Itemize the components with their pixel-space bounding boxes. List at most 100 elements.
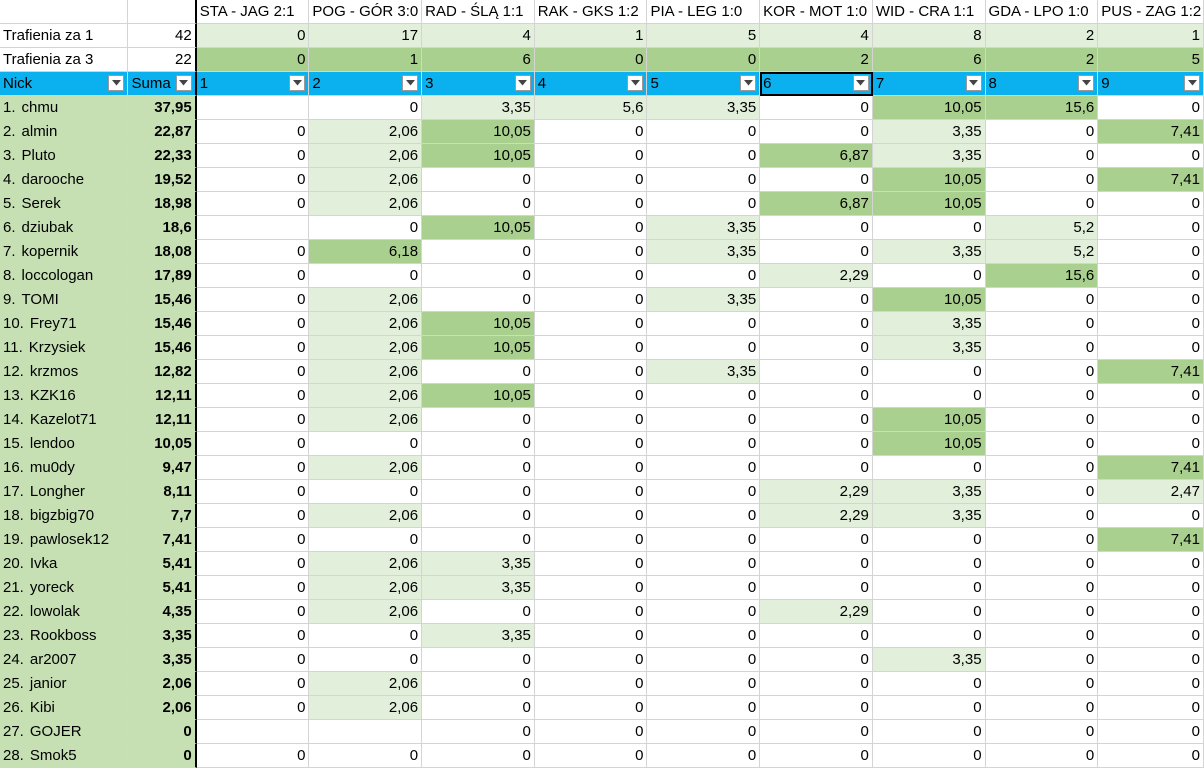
score-cell[interactable]: 0	[534, 384, 648, 408]
score-cell[interactable]: 0	[872, 576, 986, 600]
score-cell[interactable]: 0	[1098, 624, 1204, 648]
score-cell[interactable]: 0	[196, 672, 310, 696]
player-nick[interactable]: 7. kopernik	[0, 240, 129, 264]
score-cell[interactable]: 10,05	[422, 312, 535, 336]
score-cell[interactable]: 0	[1098, 408, 1204, 432]
score-cell[interactable]: 7,41	[1098, 168, 1204, 192]
score-cell[interactable]: 0	[647, 168, 761, 192]
score-cell[interactable]: 10,05	[422, 144, 535, 168]
player-nick[interactable]: 20. Ivka	[0, 552, 129, 576]
player-nick[interactable]: 9. TOMI	[0, 288, 129, 312]
score-cell[interactable]: 0	[196, 360, 310, 384]
player-nick[interactable]: 8. loccologan	[0, 264, 129, 288]
player-nick[interactable]: 23. Rookboss	[0, 624, 129, 648]
score-cell[interactable]: 0	[760, 456, 873, 480]
score-cell[interactable]: 0	[1098, 96, 1204, 120]
score-cell[interactable]: 0	[534, 288, 648, 312]
score-cell[interactable]: 0	[422, 432, 535, 456]
score-cell[interactable]: 0	[534, 168, 648, 192]
player-nick[interactable]: 15. lendoo	[0, 432, 129, 456]
stat-value[interactable]: 1	[309, 48, 423, 72]
score-cell[interactable]: 0	[647, 600, 761, 624]
score-cell[interactable]: 0	[196, 576, 310, 600]
score-cell[interactable]: 0	[1098, 336, 1204, 360]
score-cell[interactable]: 3,35	[647, 96, 761, 120]
stat-value[interactable]: 2	[760, 48, 873, 72]
score-cell[interactable]: 10,05	[872, 288, 986, 312]
score-cell[interactable]: 0	[760, 216, 873, 240]
score-cell[interactable]: 2,06	[309, 456, 423, 480]
score-cell[interactable]: 6,87	[760, 144, 873, 168]
score-cell[interactable]: 5,6	[534, 96, 648, 120]
score-cell[interactable]: 0	[1098, 432, 1204, 456]
score-cell[interactable]: 0	[872, 216, 986, 240]
score-cell[interactable]: 0	[985, 744, 1099, 768]
player-nick[interactable]: 6. dziubak	[0, 216, 129, 240]
score-cell[interactable]: 0	[985, 144, 1099, 168]
score-cell[interactable]: 0	[872, 696, 986, 720]
score-cell[interactable]: 2,06	[309, 192, 423, 216]
score-cell[interactable]: 2,06	[309, 672, 423, 696]
score-cell[interactable]: 3,35	[422, 624, 535, 648]
score-cell[interactable]: 2,06	[309, 144, 423, 168]
score-cell[interactable]: 0	[422, 288, 535, 312]
player-sum[interactable]: 15,46	[128, 288, 197, 312]
score-cell[interactable]: 0	[1098, 744, 1204, 768]
score-cell[interactable]: 3,35	[872, 120, 986, 144]
score-cell[interactable]: 0	[422, 528, 535, 552]
score-cell[interactable]: 0	[760, 528, 873, 552]
score-cell[interactable]: 0	[422, 696, 535, 720]
score-cell[interactable]: 0	[1098, 192, 1204, 216]
player-sum[interactable]: 5,41	[128, 576, 197, 600]
score-cell[interactable]: 0	[760, 360, 873, 384]
player-nick[interactable]: 4. darooche	[0, 168, 129, 192]
score-cell[interactable]: 0	[422, 672, 535, 696]
score-cell[interactable]: 0	[534, 336, 648, 360]
player-sum[interactable]: 19,52	[128, 168, 197, 192]
score-cell[interactable]: 2,06	[309, 696, 423, 720]
player-sum[interactable]: 10,05	[128, 432, 197, 456]
score-cell[interactable]: 3,35	[422, 96, 535, 120]
score-cell[interactable]: 3,35	[872, 312, 986, 336]
score-cell[interactable]: 10,05	[422, 120, 535, 144]
score-cell[interactable]: 3,35	[647, 288, 761, 312]
score-cell[interactable]: 0	[985, 480, 1099, 504]
score-cell[interactable]: 0	[647, 432, 761, 456]
score-cell[interactable]: 6,87	[760, 192, 873, 216]
player-nick[interactable]: 18. bigzbig70	[0, 504, 129, 528]
score-cell[interactable]: 0	[1098, 600, 1204, 624]
player-sum[interactable]: 2,06	[128, 672, 197, 696]
score-cell[interactable]: 0	[1098, 504, 1204, 528]
filter-dropdown-icon[interactable]	[514, 75, 531, 91]
player-sum[interactable]: 8,11	[128, 480, 197, 504]
stat-value[interactable]: 17	[309, 24, 423, 48]
stat-value[interactable]: 2	[985, 48, 1099, 72]
score-cell[interactable]: 0	[534, 120, 648, 144]
player-sum[interactable]: 0	[128, 720, 197, 744]
score-cell[interactable]: 0	[1098, 240, 1204, 264]
score-cell[interactable]: 5,2	[985, 240, 1099, 264]
score-cell[interactable]: 0	[196, 408, 310, 432]
stat-value[interactable]: 0	[647, 48, 761, 72]
col-filter-header[interactable]: 1	[196, 72, 310, 96]
score-cell[interactable]: 0	[760, 336, 873, 360]
score-cell[interactable]: 15,6	[985, 264, 1099, 288]
score-cell[interactable]: 7,41	[1098, 528, 1204, 552]
score-cell[interactable]: 0	[422, 504, 535, 528]
score-cell[interactable]: 0	[1098, 720, 1204, 744]
score-cell[interactable]: 0	[1098, 648, 1204, 672]
score-cell[interactable]: 10,05	[422, 384, 535, 408]
stat-value[interactable]: 4	[760, 24, 873, 48]
player-nick[interactable]: 25. janior	[0, 672, 129, 696]
score-cell[interactable]: 0	[985, 600, 1099, 624]
stat-value[interactable]: 8	[872, 24, 986, 48]
stat-value[interactable]: 1	[1098, 24, 1204, 48]
score-cell[interactable]: 0	[647, 672, 761, 696]
score-cell[interactable]: 0	[985, 168, 1099, 192]
score-cell[interactable]: 10,05	[872, 96, 986, 120]
score-cell[interactable]: 0	[534, 672, 648, 696]
score-cell[interactable]: 0	[872, 384, 986, 408]
player-nick[interactable]: 24. ar2007	[0, 648, 129, 672]
score-cell[interactable]: 0	[196, 144, 310, 168]
score-cell[interactable]: 2,29	[760, 264, 873, 288]
